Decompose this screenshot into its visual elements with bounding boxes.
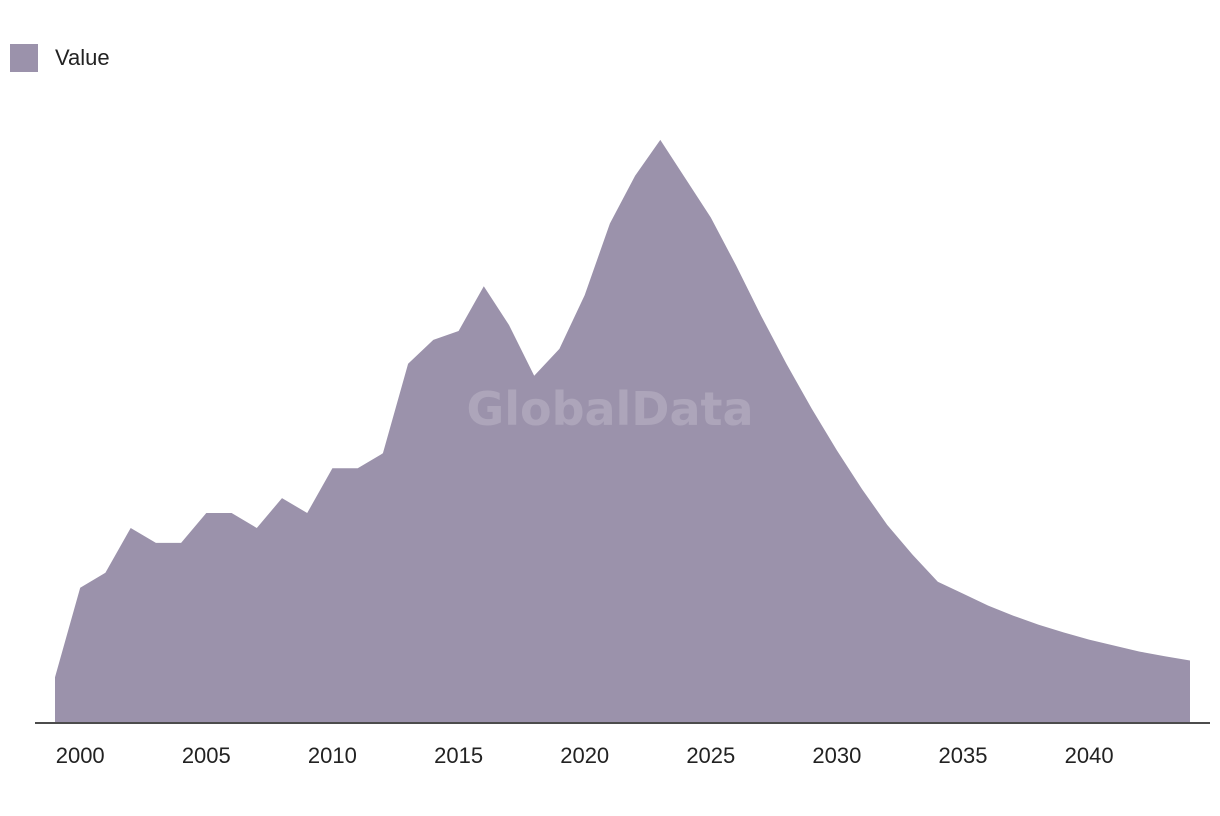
x-tick-label-2005: 2005: [182, 743, 231, 768]
legend-swatch: [10, 44, 38, 72]
x-tick-label-2030: 2030: [812, 743, 861, 768]
x-tick-label-2010: 2010: [308, 743, 357, 768]
x-tick-label-2020: 2020: [560, 743, 609, 768]
watermark: GlobalData: [466, 382, 753, 436]
legend-label: Value: [55, 45, 110, 70]
x-tick-label-2040: 2040: [1065, 743, 1114, 768]
x-tick-label-2000: 2000: [56, 743, 105, 768]
legend: Value: [10, 44, 110, 72]
area-layer: [55, 139, 1190, 722]
x-tick-label-2015: 2015: [434, 743, 483, 768]
x-axis-ticks: 2000 2005 2010 2015 2020 2025 2030 2035 2040: [56, 743, 1114, 768]
area-series-0: [55, 139, 1190, 722]
x-tick-label-2035: 2035: [939, 743, 988, 768]
x-tick-label-2025: 2025: [686, 743, 735, 768]
